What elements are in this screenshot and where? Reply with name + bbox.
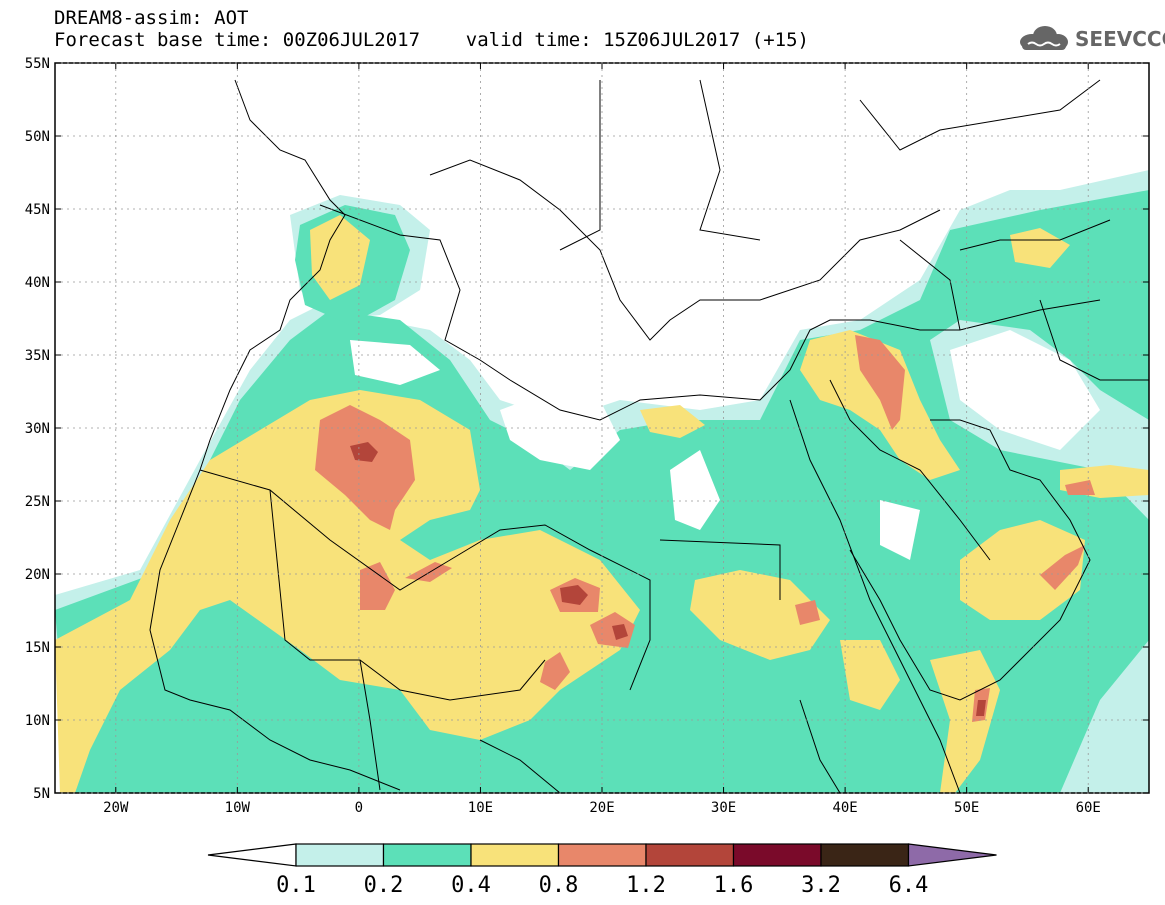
lon-tick-label: 0 bbox=[355, 800, 363, 816]
colorbar-bin bbox=[645, 843, 735, 867]
map-subtitle: Forecast base time: 00Z06JUL2017 valid t… bbox=[54, 29, 809, 51]
aot-level-0.8 bbox=[315, 335, 1095, 722]
lat-tick-label: 45N bbox=[25, 202, 50, 218]
aot-colorbar: 0.1 0.2 0.4 0.8 1.2 1.6 3.2 6.4 bbox=[207, 843, 997, 898]
seevccc-logo-text: SEEVCCC bbox=[1075, 27, 1165, 51]
lon-tick-label: 10W bbox=[225, 800, 251, 816]
colorbar-bin bbox=[382, 843, 472, 867]
colorbar-bin bbox=[470, 843, 560, 867]
colorbar-bin bbox=[820, 843, 910, 867]
colorbar-label: 6.4 bbox=[889, 873, 929, 898]
map-title: DREAM8-assim: AOT bbox=[54, 7, 249, 29]
lat-tick-label: 5N bbox=[33, 786, 50, 802]
lat-tick-label: 30N bbox=[25, 421, 50, 437]
colorbar-label: 0.4 bbox=[451, 873, 491, 898]
lon-tick-label: 50E bbox=[954, 800, 979, 816]
lat-tick-label: 35N bbox=[25, 348, 50, 364]
graticule bbox=[55, 62, 1149, 794]
aot-clean-air-holes bbox=[350, 330, 1100, 560]
lon-tick-label: 30E bbox=[711, 800, 736, 816]
colorbar-bin bbox=[557, 843, 647, 867]
lon-tick-label: 20W bbox=[103, 800, 129, 816]
cloud-icon bbox=[1020, 26, 1068, 50]
colorbar-label: 1.2 bbox=[626, 873, 666, 898]
lat-tick-label: 50N bbox=[25, 129, 50, 145]
lat-tick-label: 40N bbox=[25, 275, 50, 291]
colorbar-bin bbox=[295, 843, 385, 867]
longitude-labels: 20W 10W 0 10E 20E 30E 40E 50E 60E bbox=[103, 800, 1101, 816]
aot-level-1.2 bbox=[350, 442, 986, 716]
lat-tick-label: 15N bbox=[25, 640, 50, 656]
aot-level-0.4 bbox=[55, 215, 1149, 793]
colorbar-label: 0.2 bbox=[364, 873, 404, 898]
colorbar-label: 0.1 bbox=[276, 873, 316, 898]
lon-tick-label: 10E bbox=[468, 800, 493, 816]
colorbar-label: 3.2 bbox=[801, 873, 841, 898]
lon-tick-label: 60E bbox=[1076, 800, 1101, 816]
coastlines-and-borders bbox=[149, 79, 1149, 793]
lon-tick-label: 20E bbox=[589, 800, 614, 816]
colorbar-label: 1.6 bbox=[714, 873, 754, 898]
latitude-labels: 55N 50N 45N 40N 35N 30N 25N 20N 15N 10N 5N bbox=[25, 56, 50, 802]
colorbar-label: 0.8 bbox=[539, 873, 579, 898]
colorbar-bin bbox=[732, 843, 822, 867]
colorbar-under-arrow bbox=[207, 843, 297, 867]
lat-tick-label: 10N bbox=[25, 713, 50, 729]
lat-tick-label: 55N bbox=[25, 56, 50, 72]
lat-tick-label: 25N bbox=[25, 494, 50, 510]
lat-tick-label: 20N bbox=[25, 567, 50, 583]
colorbar-over-arrow bbox=[907, 843, 997, 867]
lon-tick-label: 40E bbox=[832, 800, 857, 816]
